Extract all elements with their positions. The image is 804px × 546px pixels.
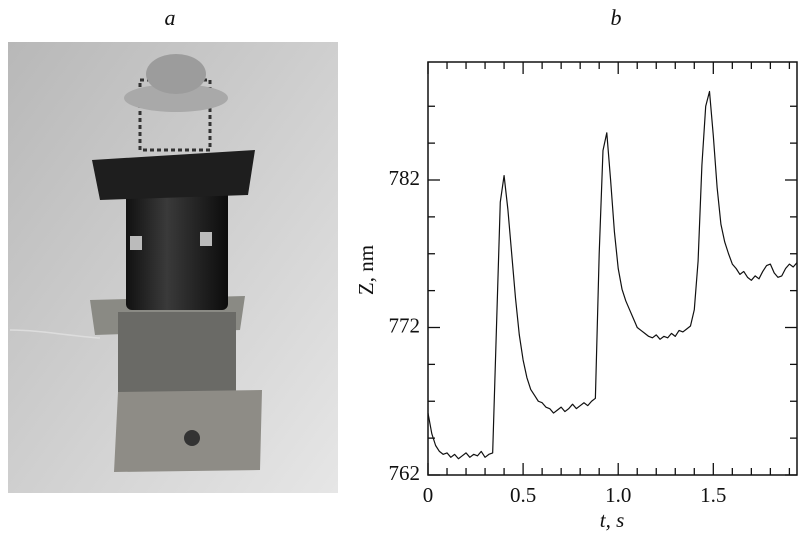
x-axis-label: t, s: [600, 508, 625, 532]
y-axis-label: Z, nm: [354, 245, 378, 295]
y-tick-label: 772: [389, 313, 421, 337]
y-tick-label: 762: [389, 461, 421, 485]
data-line: [427, 90, 798, 460]
photo: [8, 42, 338, 493]
plot-frame: [427, 61, 798, 476]
panel-label: a: [165, 5, 176, 30]
y-tick-label: 782: [389, 166, 421, 190]
x-tick-label: 1.5: [700, 483, 726, 507]
x-tick-label: 0.5: [510, 483, 536, 507]
x-tick-label: 0: [423, 483, 434, 507]
panel-label: b: [611, 5, 622, 30]
x-tick-label: 1.0: [605, 483, 631, 507]
